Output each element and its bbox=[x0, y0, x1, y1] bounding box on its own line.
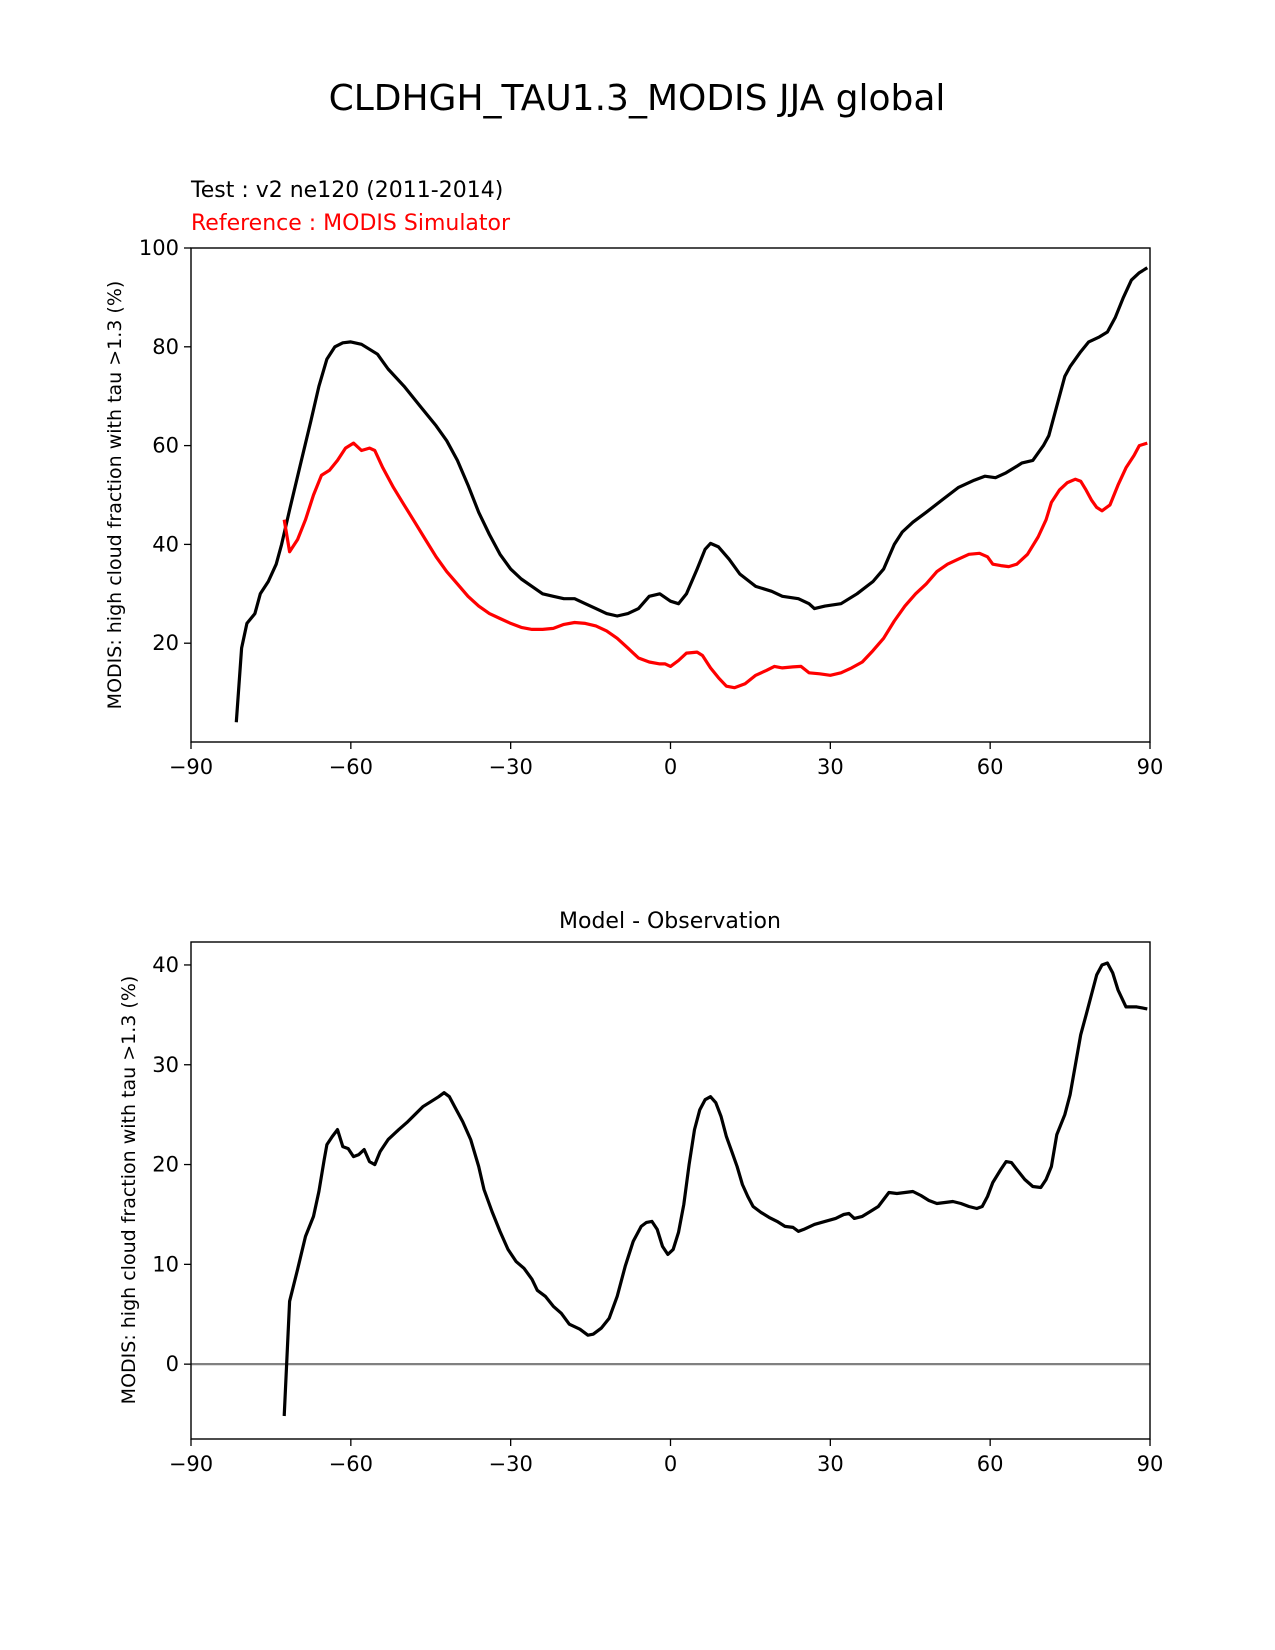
bottom-plot-frame bbox=[190, 941, 1151, 1440]
top-x-tick-label: −90 bbox=[169, 755, 213, 779]
top-x-tick-label: 60 bbox=[977, 755, 1004, 779]
bottom-x-tick-label: −60 bbox=[329, 1452, 373, 1476]
bottom-y-tick-label: 10 bbox=[152, 1252, 179, 1276]
bottom-axis-ticks: −90 −60 −30 0 30 60 90 0 10 20 30 40 bbox=[152, 953, 1163, 1476]
top-plot-lines bbox=[234, 266, 1149, 723]
top-x-tick-label: −30 bbox=[489, 755, 533, 779]
bottom-plot-lines bbox=[191, 961, 1150, 1417]
bottom-panel-title: Model - Observation bbox=[559, 909, 781, 934]
bottom-y-tick-label: 0 bbox=[166, 1352, 179, 1376]
top-y-tick-label: 60 bbox=[152, 434, 179, 458]
top-x-tick-label: 30 bbox=[817, 755, 844, 779]
top-y-tick-label: 80 bbox=[152, 335, 179, 359]
figure-title: CLDHGH_TAU1.3_MODIS JJA global bbox=[329, 78, 946, 119]
top-y-tick-label: 20 bbox=[152, 631, 179, 655]
top-x-tick-label: 90 bbox=[1137, 755, 1164, 779]
top-y-axis-label: MODIS: high cloud fraction with tau >1.3… bbox=[104, 281, 126, 710]
top-axis-ticks: −90 −60 −30 0 30 60 90 20 40 60 80 100 bbox=[139, 236, 1163, 779]
top-series-line-0 bbox=[234, 266, 1149, 723]
top-x-tick-label: 0 bbox=[664, 755, 677, 779]
bottom-series-line-0 bbox=[282, 961, 1148, 1417]
bottom-x-tick-label: −30 bbox=[489, 1452, 533, 1476]
top-series-line-1 bbox=[282, 441, 1148, 690]
bottom-x-tick-label: −90 bbox=[169, 1452, 213, 1476]
bottom-y-tick-label: 30 bbox=[152, 1053, 179, 1077]
top-plot-frame bbox=[190, 247, 1151, 743]
top-y-tick-label: 40 bbox=[152, 532, 179, 556]
test-label: Test : v2 ne120 (2011-2014) bbox=[190, 178, 503, 203]
top-y-tick-label: 100 bbox=[139, 236, 179, 260]
bottom-x-tick-label: 30 bbox=[817, 1452, 844, 1476]
top-x-tick-label: −60 bbox=[329, 755, 373, 779]
bottom-x-tick-label: 0 bbox=[664, 1452, 677, 1476]
bottom-x-tick-label: 60 bbox=[977, 1452, 1004, 1476]
top-panel: Test : v2 ne120 (2011-2014) Reference : … bbox=[104, 178, 1163, 779]
bottom-y-tick-label: 40 bbox=[152, 953, 179, 977]
bottom-y-axis-label: MODIS: high cloud fraction with tau >1.3… bbox=[118, 976, 140, 1405]
bottom-x-tick-label: 90 bbox=[1137, 1452, 1164, 1476]
reference-label: Reference : MODIS Simulator bbox=[191, 211, 511, 236]
bottom-y-tick-label: 20 bbox=[152, 1153, 179, 1177]
bottom-panel: Model - Observation MODIS: high cloud fr… bbox=[118, 909, 1163, 1476]
